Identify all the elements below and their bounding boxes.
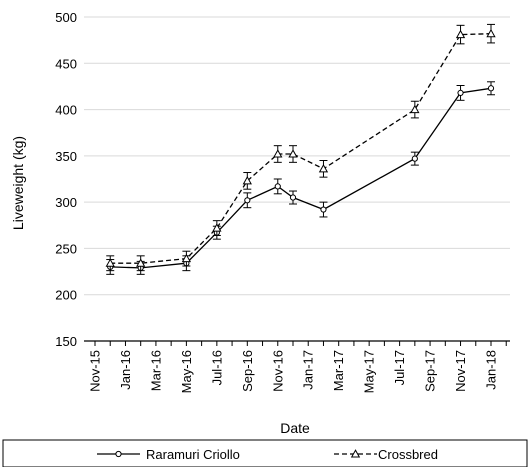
x-tick-label: May-16 bbox=[179, 350, 194, 393]
data-point bbox=[181, 253, 192, 263]
x-tick-label: Jul-16 bbox=[209, 350, 224, 385]
data-point bbox=[274, 183, 281, 190]
y-tick-label: 350 bbox=[55, 149, 77, 164]
data-point bbox=[320, 206, 327, 213]
x-tick-label: Jul-17 bbox=[392, 350, 407, 385]
x-tick-label: Nov-16 bbox=[270, 350, 285, 392]
x-tick-label: Sep-16 bbox=[240, 350, 255, 392]
x-tick-label: Jan-17 bbox=[301, 350, 316, 390]
x-tick-label: Jan-18 bbox=[484, 350, 499, 390]
x-tick-label: Nov-15 bbox=[88, 350, 103, 392]
legend-item: Crossbred bbox=[334, 447, 438, 462]
series-line bbox=[110, 33, 492, 264]
tick-labels: 150 200 250 300 350 400 450 500 Nov-15 Jan-16 Mar-… bbox=[55, 10, 498, 393]
y-tick-label: 450 bbox=[55, 56, 77, 71]
legend-box bbox=[2, 439, 528, 467]
data-point bbox=[486, 28, 496, 38]
data-point bbox=[318, 163, 329, 173]
x-axis-title: Date bbox=[280, 420, 310, 436]
data-point bbox=[410, 104, 420, 114]
y-axis-title: Liveweight (kg) bbox=[10, 136, 26, 230]
y-tick-label: 200 bbox=[55, 288, 77, 303]
legend-label: Raramuri Criollo bbox=[146, 447, 240, 462]
x-tick-label: Jan-16 bbox=[118, 350, 133, 390]
x-tick-label: Mar-16 bbox=[148, 350, 163, 391]
data-point bbox=[242, 176, 252, 185]
legend-item: Raramuri Criollo bbox=[97, 447, 240, 462]
grid-lines bbox=[84, 16, 510, 296]
series-1 bbox=[105, 23, 496, 272]
data-point bbox=[136, 258, 146, 267]
data-point bbox=[273, 149, 283, 158]
y-tick-label: 250 bbox=[55, 241, 77, 256]
x-tick-label: May-17 bbox=[362, 350, 377, 393]
data-point bbox=[289, 194, 297, 201]
x-tick-label: Nov-17 bbox=[453, 350, 468, 392]
data-point bbox=[457, 89, 464, 97]
data-point bbox=[115, 450, 122, 458]
y-tick-label: 500 bbox=[55, 10, 77, 25]
data-point bbox=[487, 85, 495, 92]
data-point bbox=[212, 223, 222, 232]
legend: Raramuri Criollo Crossbred bbox=[2, 439, 528, 467]
data-point bbox=[411, 155, 418, 162]
x-tick-label: Mar-17 bbox=[331, 350, 346, 391]
y-tick-label: 150 bbox=[55, 334, 77, 349]
series-0 bbox=[106, 81, 495, 275]
series-group bbox=[105, 23, 496, 275]
data-point bbox=[455, 29, 466, 39]
data-point bbox=[105, 258, 115, 267]
legend-label: Crossbred bbox=[378, 447, 438, 462]
data-point bbox=[288, 149, 298, 158]
y-tick-label: 300 bbox=[55, 195, 77, 210]
axes bbox=[84, 340, 510, 346]
y-tick-label: 400 bbox=[55, 103, 77, 118]
legend-items: Raramuri Criollo Crossbred bbox=[97, 447, 438, 462]
x-tick-label: Sep-17 bbox=[423, 350, 438, 392]
data-point bbox=[244, 197, 251, 204]
series-line bbox=[110, 87, 492, 269]
data-point bbox=[350, 449, 361, 458]
